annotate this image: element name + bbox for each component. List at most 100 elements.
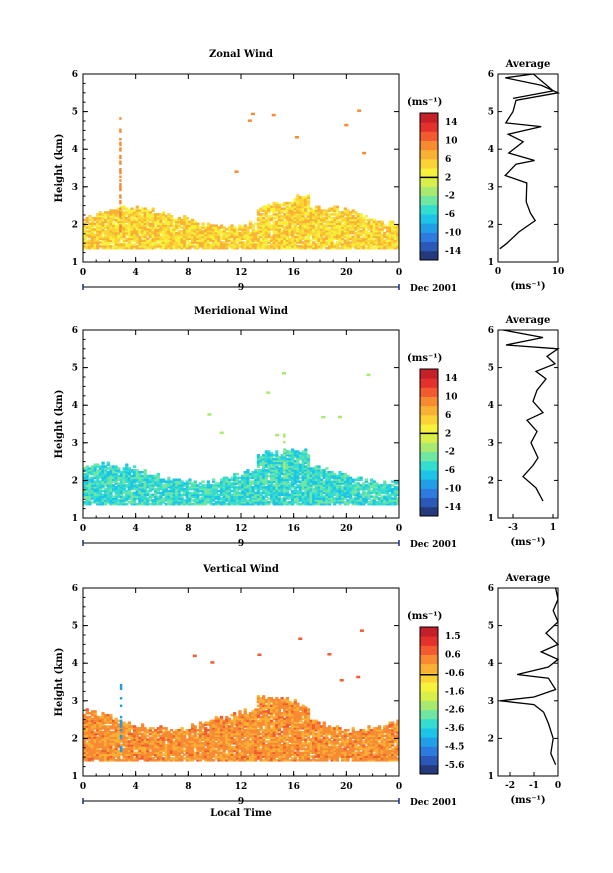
heatmap-cell — [312, 245, 316, 248]
heatmap-cell — [159, 226, 163, 229]
heatmap-cell — [372, 480, 376, 483]
heatmap-feature-cell — [283, 450, 286, 453]
heatmap-cell — [264, 211, 268, 214]
heatmap-cell — [341, 480, 345, 483]
heatmap-cell — [183, 239, 187, 242]
panel-title: Meridional Wind — [194, 306, 288, 317]
heatmap-cell — [356, 213, 361, 216]
heatmap-cell — [280, 211, 284, 214]
heatmap-cell — [327, 495, 332, 498]
heatmap-cell — [241, 246, 245, 250]
heatmap-cell — [356, 230, 361, 233]
heatmap-cell — [238, 499, 242, 502]
heatmap-feature-cell — [119, 199, 122, 203]
heatmap-cell — [267, 209, 271, 212]
heatmap-cell — [367, 245, 371, 248]
heatmap-cell — [372, 222, 376, 225]
heatmap-cell — [125, 246, 129, 250]
heatmap-cell — [314, 472, 318, 476]
heatmap-cell — [393, 493, 397, 497]
heatmap-cell — [151, 235, 155, 239]
heatmap-cell — [125, 243, 129, 246]
heatmap-cell — [259, 474, 263, 478]
heatmap-cell — [114, 493, 118, 497]
heatmap-cell — [288, 471, 292, 474]
heatmap-cell — [127, 220, 131, 224]
heatmap-cell — [101, 226, 105, 229]
heatmap-cell — [335, 237, 340, 241]
heatmap-cell — [196, 497, 200, 500]
heatmap-cell — [148, 489, 153, 493]
heatmap-cell — [98, 211, 103, 214]
heatmap-cell — [222, 245, 226, 248]
heatmap-cell — [272, 454, 276, 457]
heatmap-cell — [96, 736, 100, 739]
heatmap-cell — [230, 243, 234, 246]
heatmap-cell — [367, 237, 371, 241]
heatmap-cell — [156, 499, 160, 502]
heatmap-cell — [256, 480, 261, 483]
heatmap-cell — [277, 231, 282, 235]
heatmap-cell — [83, 491, 87, 495]
heatmap-cell — [306, 237, 311, 241]
heatmap-cell — [333, 246, 337, 250]
heatmap-cell — [272, 203, 276, 207]
heatmap-cell — [346, 482, 350, 485]
heatmap-cell — [333, 213, 337, 216]
heatmap-cell — [188, 501, 192, 504]
heatmap-cell — [190, 220, 195, 224]
heatmap-cell — [343, 487, 347, 491]
colorbar-swatch — [420, 122, 438, 132]
heatmap-cell — [96, 747, 100, 751]
heatmap-cell — [317, 211, 321, 214]
heatmap-cell — [130, 501, 134, 504]
heatmap-cell — [330, 230, 334, 233]
heatmap-cell — [272, 228, 276, 231]
heatmap-cell — [154, 226, 158, 229]
heatmap-cell — [388, 489, 392, 493]
heatmap-cell — [172, 499, 176, 502]
heatmap-cell — [125, 474, 129, 478]
heatmap-cell — [317, 233, 321, 237]
heatmap-cell — [93, 745, 97, 749]
heatmap-cell — [85, 489, 89, 493]
heatmap-cell — [272, 457, 276, 461]
heatmap-cell — [190, 222, 195, 225]
heatmap-cell — [293, 454, 297, 457]
heatmap-cell — [222, 497, 226, 500]
heatmap-cell — [333, 231, 337, 235]
heatmap-cell — [83, 501, 87, 504]
heatmap-cell — [372, 499, 376, 502]
heatmap-cell — [172, 497, 176, 500]
heatmap-cell — [267, 491, 271, 495]
heatmap-cell — [180, 495, 184, 498]
heatmap-cell — [241, 241, 245, 244]
heatmap-cell — [83, 469, 87, 472]
heatmap-cell — [119, 471, 124, 474]
heatmap-cell — [83, 495, 87, 498]
heatmap-cell — [380, 222, 384, 225]
heatmap-cell — [90, 747, 95, 751]
heatmap-cell — [148, 493, 153, 497]
heatmap-cell — [256, 461, 261, 465]
heatmap-cell — [114, 487, 118, 491]
heatmap-cell — [364, 215, 368, 218]
heatmap-cell — [341, 243, 345, 246]
heatmap-cell — [162, 228, 166, 231]
heatmap-cell — [306, 235, 311, 239]
heatmap-cell — [169, 243, 174, 246]
heatmap-cell — [285, 218, 289, 222]
heatmap-cell — [198, 486, 203, 489]
heatmap-cell — [185, 499, 189, 502]
heatmap-cell — [309, 213, 313, 216]
heatmap-cell — [391, 491, 395, 495]
heatmap-cell — [114, 220, 118, 224]
heatmap-cell — [151, 222, 155, 225]
heatmap-cell — [259, 459, 263, 463]
heatmap-cell — [104, 489, 108, 493]
heatmap-cell — [275, 478, 279, 481]
heatmap-cell — [183, 499, 187, 502]
heatmap-cell — [362, 228, 366, 231]
heatmap-cell — [156, 501, 160, 504]
heatmap-cell — [296, 215, 300, 218]
